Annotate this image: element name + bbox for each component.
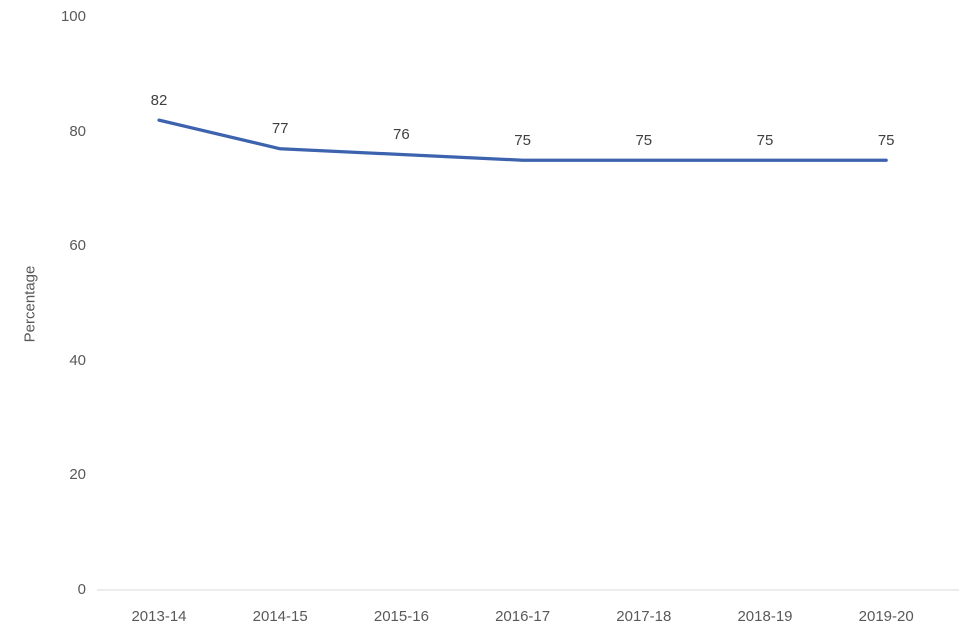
data-point-label: 77 xyxy=(271,120,289,138)
x-tick-label: 2017-18 xyxy=(616,608,672,625)
x-tick-label: 2013-14 xyxy=(131,608,187,625)
y-tick-label: 0 xyxy=(77,581,86,598)
y-tick-label: 60 xyxy=(69,237,86,255)
y-tick-label: 100 xyxy=(60,8,86,25)
x-tick-label: 2018-19 xyxy=(737,608,793,625)
y-tick-label: 80 xyxy=(69,122,86,140)
series-line xyxy=(157,118,888,162)
data-point-label: 75 xyxy=(635,131,653,149)
x-tick-label: 2016-17 xyxy=(495,608,551,625)
x-tick-label: 2019-20 xyxy=(858,608,914,625)
data-point-label: 76 xyxy=(393,126,410,144)
data-point-label: 75 xyxy=(877,131,895,149)
data-point-label: 82 xyxy=(150,91,168,109)
x-tick-label: 2015-16 xyxy=(373,608,429,625)
y-axis-title-text: Percentage xyxy=(21,265,39,343)
data-point-label: 75 xyxy=(756,131,774,149)
data-point-label: 75 xyxy=(514,131,531,149)
y-tick-label: 20 xyxy=(69,466,86,484)
x-tick-label: 2014-15 xyxy=(252,608,308,625)
y-tick-label: 40 xyxy=(69,351,86,369)
